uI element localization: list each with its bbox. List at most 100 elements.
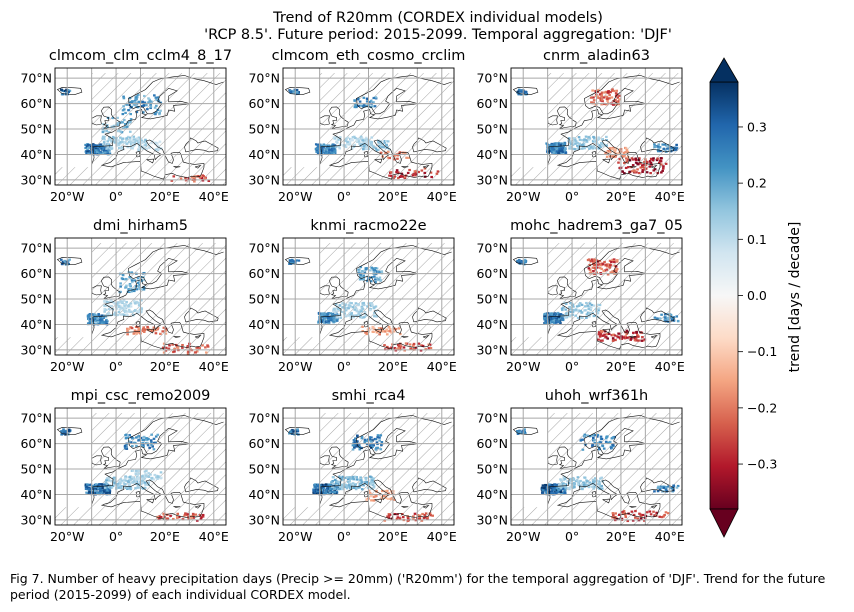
trend-cell (149, 106, 152, 110)
trend-cell (364, 314, 368, 317)
y-tick-label: 50°N (476, 122, 508, 137)
trend-cell (645, 161, 648, 164)
trend-cell (361, 329, 365, 333)
x-tick-label: 0° (337, 189, 351, 204)
trend-cell (347, 143, 351, 146)
trend-cell (420, 169, 424, 172)
trend-cell (357, 312, 360, 315)
trend-cell (601, 329, 604, 332)
trend-cell (564, 316, 567, 319)
trend-cell (375, 267, 379, 270)
trend-cell (353, 475, 357, 478)
trend-cell (600, 476, 604, 479)
trend-cell (602, 96, 606, 99)
trend-cell (542, 317, 546, 320)
trend-cell (396, 154, 399, 157)
trend-cell (350, 302, 353, 305)
trend-cell (608, 147, 612, 150)
trend-cell (641, 166, 645, 169)
trend-cell (113, 483, 116, 486)
trend-cell (590, 101, 593, 104)
trend-cell (644, 167, 648, 170)
trend-cell (672, 485, 675, 488)
trend-cell (141, 100, 145, 103)
trend-cell (94, 322, 98, 326)
trend-cell (103, 310, 106, 313)
trend-cell (581, 143, 584, 146)
trend-cell (554, 321, 558, 324)
trend-cell (328, 491, 332, 494)
coastline (602, 328, 611, 334)
trend-cell (589, 271, 593, 274)
trend-cell (125, 433, 128, 436)
coastline (284, 426, 311, 436)
trend-cell (108, 136, 111, 139)
trend-cell (142, 487, 145, 490)
trend-cell (639, 166, 643, 169)
trend-cell (360, 488, 364, 491)
x-tick-label: 0° (109, 189, 123, 204)
trend-cell (352, 314, 356, 317)
trend-cell (319, 484, 322, 487)
trend-cell (516, 90, 520, 93)
trend-cell (128, 276, 132, 279)
trend-cell (330, 148, 334, 151)
trend-cell (423, 167, 427, 170)
trend-cell (423, 516, 427, 519)
trend-cell (365, 100, 369, 103)
trend-cell (373, 306, 376, 309)
x-tick-label: 0° (109, 359, 123, 374)
coastline (329, 500, 428, 520)
trend-cell (199, 175, 202, 178)
trend-cell (563, 486, 566, 489)
trend-cell (143, 486, 147, 489)
trend-cell (158, 140, 162, 143)
trend-cell (336, 316, 339, 319)
trend-cell (561, 482, 564, 485)
x-tick-label: 40°E (199, 359, 229, 374)
trend-cell (359, 144, 363, 147)
trend-cell (611, 516, 614, 519)
trend-cell (561, 485, 564, 488)
trend-cell (121, 127, 125, 130)
trend-cell (65, 88, 68, 91)
trend-cell (612, 89, 616, 93)
trend-cell (604, 437, 608, 440)
trend-cell (129, 310, 132, 313)
trend-cell (578, 316, 582, 319)
trend-cell (623, 154, 626, 157)
trend-cell (600, 103, 603, 106)
trend-cell (133, 279, 137, 282)
trend-cell (99, 150, 102, 154)
trend-cell (587, 307, 591, 311)
trend-cell (594, 268, 597, 271)
trend-cell (380, 440, 384, 444)
trend-cell (153, 473, 157, 477)
trend-cell (623, 172, 626, 175)
trend-cell (322, 146, 325, 149)
trend-cell (135, 444, 138, 448)
trend-cell (60, 430, 63, 433)
trend-cell (659, 163, 663, 166)
trend-cell (349, 483, 353, 486)
trend-cell (664, 162, 668, 165)
trend-cell (554, 312, 557, 315)
trend-cell (635, 330, 638, 334)
trend-cell (332, 321, 335, 324)
trend-cell (206, 345, 210, 348)
trend-cell (109, 314, 112, 317)
hatching (283, 507, 320, 525)
trend-cell (617, 101, 620, 104)
coastline (56, 426, 83, 436)
trend-cell (580, 311, 584, 314)
trend-cell (664, 488, 668, 491)
panel-title: knmi_racmo22e (310, 218, 426, 234)
trend-cell (104, 483, 107, 486)
trend-cell (362, 301, 366, 305)
x-tick-label: 20°W (506, 189, 541, 204)
trend-cell (606, 273, 610, 276)
trend-cell (669, 147, 673, 150)
trend-cell (384, 348, 387, 351)
trend-cell (138, 142, 142, 145)
